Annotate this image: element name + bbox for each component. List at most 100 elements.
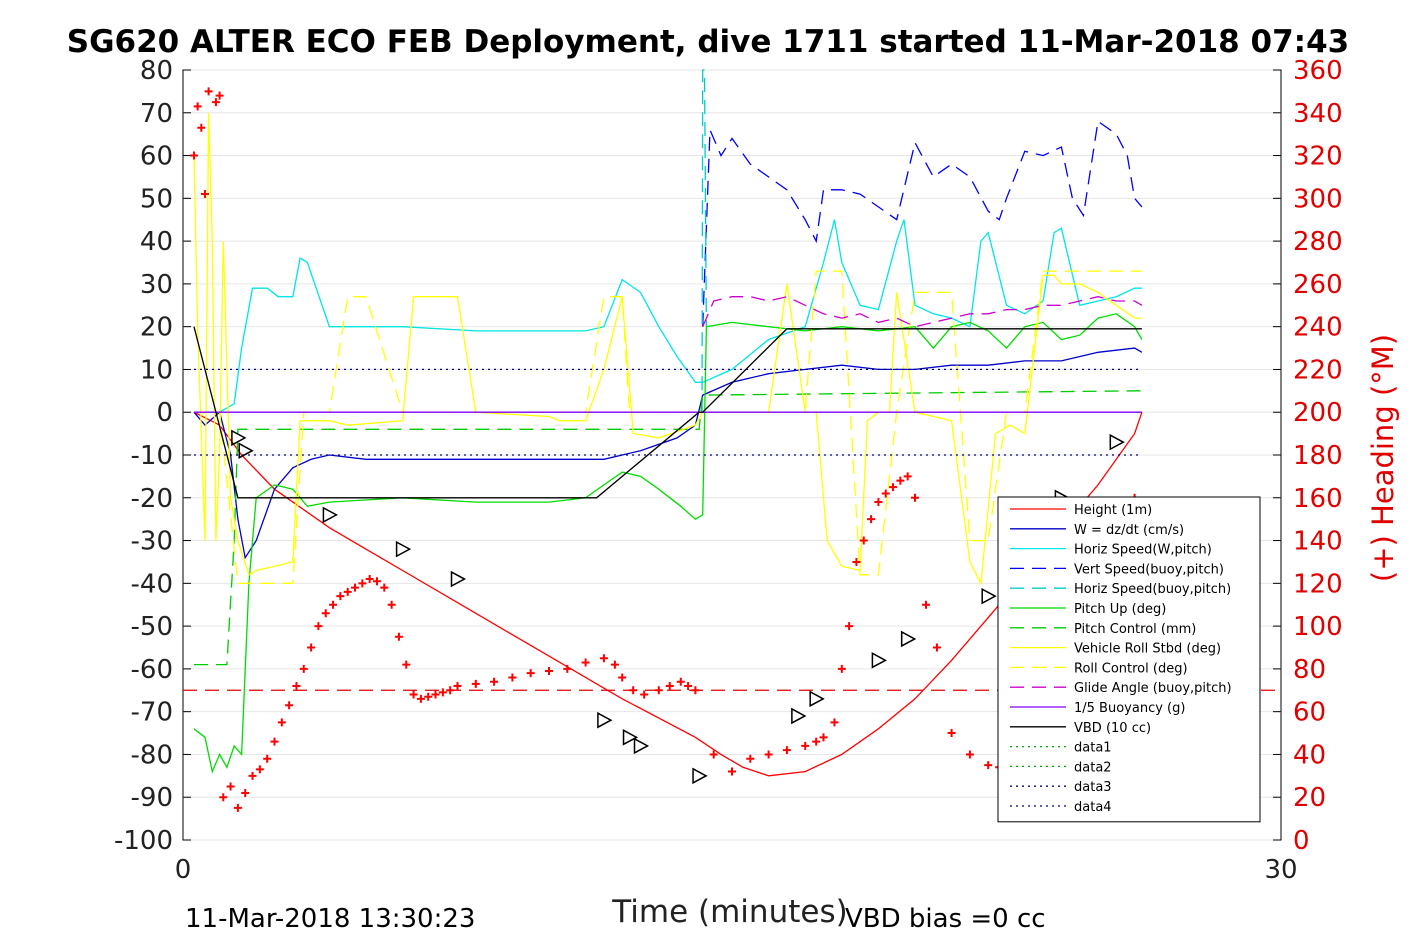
- legend-label: Height (1m): [1074, 503, 1152, 518]
- left-axis-ticks: 80 70 60 50 40 30 20 10 0 -10 -20 -30 -40 -50 -60 -70 -8…: [114, 56, 191, 856]
- heading-point: [684, 682, 693, 690]
- x-tick-label: 30: [1264, 855, 1297, 885]
- heading-point: [654, 686, 663, 695]
- heading-point: [599, 654, 608, 663]
- heading-point: [911, 493, 919, 502]
- left-tick-label: -50: [131, 612, 173, 642]
- triangle-marker: [1109, 433, 1125, 451]
- heading-point: [676, 677, 685, 686]
- right-tick-label: 100: [1293, 612, 1343, 642]
- heading-point: [610, 660, 619, 669]
- heading-point: [984, 761, 993, 770]
- heading-point: [263, 754, 272, 763]
- heading-point: [490, 677, 499, 686]
- footer-vbd-bias: VBD bias =0 cc: [845, 904, 1046, 934]
- right-tick-label: 40: [1293, 740, 1326, 770]
- heading-point: [867, 515, 876, 524]
- series-line-11: [193, 326, 1142, 499]
- series-line-6: [194, 390, 1142, 666]
- heading-point: [233, 803, 242, 812]
- heading-point: [691, 686, 700, 695]
- right-tick-label: 220: [1293, 355, 1343, 385]
- legend-label: Horiz Speed(buoy,pitch): [1074, 582, 1231, 597]
- triangle-marker: [450, 570, 467, 588]
- heading-point: [270, 737, 279, 746]
- heading-point: [563, 664, 572, 673]
- right-tick-label: 240: [1293, 313, 1343, 343]
- series-line-4: [701, 69, 708, 413]
- right-tick-label: 180: [1293, 441, 1343, 471]
- series-layer: [183, 69, 1281, 777]
- right-tick-label: 280: [1293, 227, 1343, 257]
- triangle-marker: [322, 506, 338, 524]
- heading-point: [932, 643, 941, 652]
- legend-label: Vehicle Roll Stbd (deg): [1074, 642, 1221, 657]
- heading-point: [845, 622, 854, 631]
- triangle-marker: [809, 690, 825, 708]
- heading-point: [947, 729, 956, 738]
- right-tick-label: 120: [1293, 569, 1343, 599]
- triangle-marker: [900, 630, 917, 648]
- heading-point: [852, 557, 861, 566]
- right-tick-label: 80: [1293, 655, 1326, 685]
- left-tick-label: 30: [140, 270, 173, 300]
- heading-point: [380, 583, 389, 592]
- triangle-marker: [791, 707, 807, 725]
- series-line-5: [193, 313, 1143, 774]
- heading-point: [329, 600, 338, 609]
- heading-point: [248, 771, 257, 780]
- heading-point: [889, 483, 898, 492]
- left-tick-label: 40: [140, 227, 173, 257]
- left-tick-label: -10: [131, 441, 173, 471]
- heading-point: [874, 498, 883, 507]
- heading-point: [728, 767, 736, 776]
- heading-point: [830, 718, 839, 727]
- triangle-marker: [692, 767, 708, 785]
- left-tick-label: 20: [140, 313, 173, 343]
- right-tick-label: 20: [1293, 783, 1326, 813]
- heading-point: [321, 609, 330, 618]
- triangle-marker: [622, 729, 639, 746]
- right-tick-label: 140: [1293, 527, 1343, 557]
- heading-point: [709, 750, 718, 759]
- heading-point: [424, 692, 433, 701]
- triangle-marker: [871, 652, 887, 669]
- right-tick-label: 360: [1293, 56, 1343, 86]
- heading-point: [200, 190, 209, 199]
- left-tick-label: 10: [140, 355, 173, 385]
- legend-label: Pitch Control (mm): [1074, 622, 1196, 637]
- x-axis-label: Time (minutes): [611, 894, 847, 930]
- left-tick-label: -30: [131, 527, 173, 557]
- legend-label: data4: [1074, 800, 1112, 815]
- heading-point: [358, 579, 367, 588]
- legend-box: [997, 496, 1261, 823]
- left-tick-label: -60: [131, 655, 173, 685]
- series-line-2: [194, 219, 1142, 413]
- left-tick-label: 70: [140, 99, 173, 129]
- right-tick-label: 200: [1293, 398, 1343, 428]
- heading-point: [387, 600, 396, 609]
- left-tick-label: -40: [131, 569, 173, 599]
- heading-point: [226, 782, 235, 791]
- heading-point: [921, 600, 930, 609]
- heading-point: [299, 664, 308, 673]
- legend-label: VBD (10 cc): [1074, 721, 1151, 736]
- right-tick-label: 260: [1293, 270, 1343, 300]
- heading-point: [746, 754, 755, 763]
- heading-point: [277, 718, 286, 727]
- triangle-marker: [633, 737, 650, 755]
- triangle-marker: [597, 711, 613, 729]
- legend-label: data2: [1074, 760, 1112, 775]
- legend-label: data3: [1074, 780, 1112, 795]
- left-tick-label: -70: [131, 698, 173, 728]
- heading-point: [431, 690, 440, 699]
- heading-point: [204, 87, 213, 96]
- heading-point: [471, 679, 480, 688]
- left-tick-label: -20: [131, 484, 173, 514]
- legend-label: Roll Control (deg): [1074, 661, 1188, 676]
- right-tick-label: 160: [1293, 484, 1343, 514]
- heading-point: [446, 686, 455, 695]
- triangle-marker: [395, 540, 412, 558]
- left-tick-label: 50: [140, 184, 173, 214]
- legend-label: Horiz Speed(W,pitch): [1074, 543, 1212, 558]
